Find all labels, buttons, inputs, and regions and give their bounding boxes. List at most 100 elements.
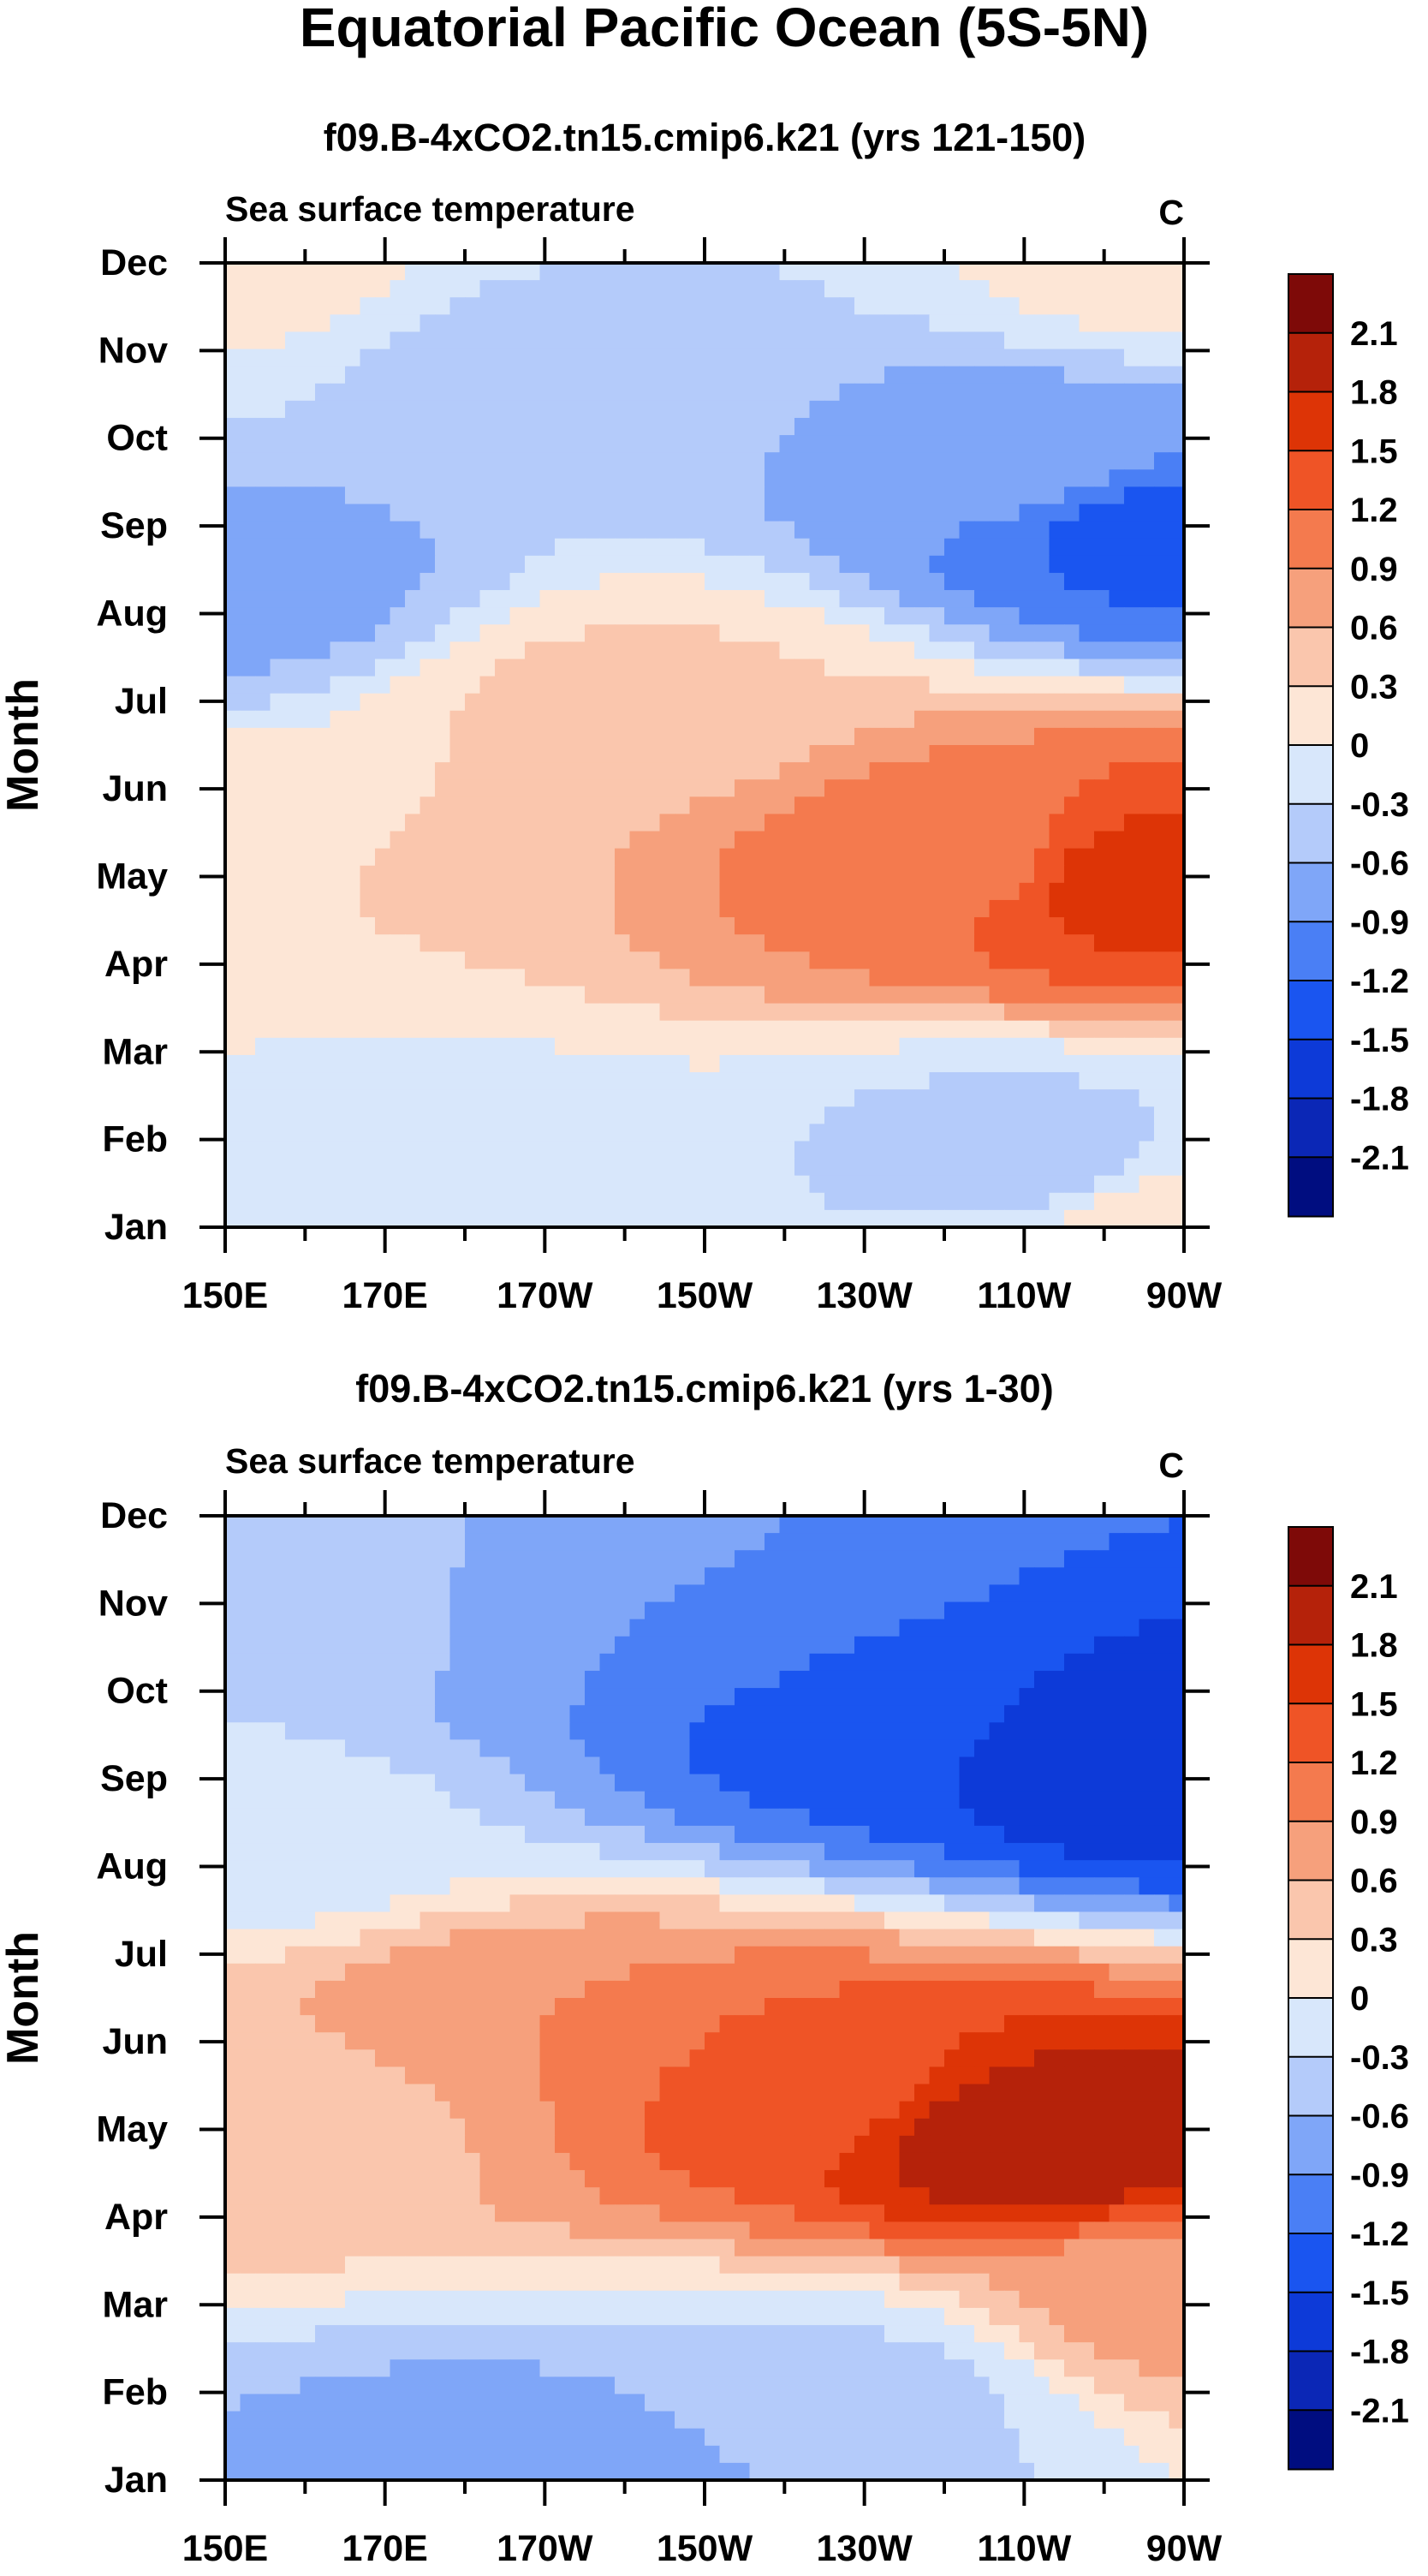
field-cell: [629, 1020, 646, 1039]
field-cell: [555, 624, 571, 642]
field-cell: [405, 969, 421, 987]
field-cell: [765, 1584, 781, 1603]
field-cell: [839, 1739, 855, 1758]
colorbar-label: -1.8: [1350, 1081, 1409, 1118]
colorbar-label: 0.6: [1350, 610, 1398, 647]
field-cell: [285, 1774, 301, 1792]
field-cell: [345, 1843, 361, 1861]
field-cell: [525, 659, 541, 677]
field-cell: [525, 1688, 541, 1706]
field-cell: [405, 917, 421, 935]
field-cell: [749, 1209, 765, 1227]
field-cell: [555, 1020, 571, 1039]
field-cell: [585, 1619, 601, 1637]
field-cell: [240, 590, 256, 608]
field-cell: [615, 951, 631, 969]
field-cell: [689, 263, 705, 281]
field-cell: [615, 1054, 631, 1073]
field-cell: [735, 1636, 751, 1655]
field-cell: [959, 521, 975, 540]
field-cell: [959, 1756, 975, 1775]
field-cell: [285, 349, 301, 367]
field-cell: [525, 641, 541, 660]
field-cell: [914, 796, 931, 815]
field-cell: [435, 297, 451, 315]
field-cell: [659, 1003, 675, 1022]
field-cell: [300, 331, 316, 350]
field-cell: [495, 1688, 511, 1706]
field-cell: [555, 1072, 571, 1090]
field-cell: [675, 263, 691, 281]
field-cell: [330, 1688, 346, 1706]
field-cell: [300, 934, 316, 952]
field-cell: [615, 659, 631, 677]
field-cell: [794, 917, 811, 935]
field-cell: [555, 435, 571, 453]
field-cell: [315, 779, 331, 797]
field-cell: [794, 297, 811, 315]
field-cell: [929, 400, 945, 419]
field-cell: [854, 831, 871, 850]
field-cell: [360, 1670, 376, 1689]
field-cell: [1004, 762, 1020, 780]
field-cell: [1139, 452, 1155, 470]
field-cell: [719, 1567, 735, 1586]
field-cell: [270, 1774, 286, 1792]
field-cell: [390, 1106, 406, 1124]
field-cell: [465, 796, 481, 815]
field-cell: [929, 899, 945, 918]
field-cell: [794, 779, 811, 797]
field-cell: [315, 1774, 331, 1792]
colorbar-label: 0.9: [1350, 551, 1398, 588]
field-cell: [959, 1722, 975, 1740]
field-cell: [330, 383, 346, 402]
field-cell: [645, 452, 661, 470]
field-cell: [615, 400, 631, 419]
field-cell: [465, 762, 481, 780]
field-cell: [255, 297, 271, 315]
field-cell: [585, 1825, 601, 1844]
field-cell: [989, 1722, 1005, 1740]
field-cell: [1124, 693, 1140, 712]
field-cell: [645, 366, 661, 385]
field-cell: [449, 435, 466, 453]
field-cell: [705, 1808, 721, 1827]
field-cell: [300, 297, 316, 315]
field-cell: [1034, 934, 1050, 952]
field-cell: [1109, 1037, 1125, 1056]
field-cell: [705, 280, 721, 298]
field-cell: [719, 934, 735, 952]
field-cell: [659, 435, 675, 453]
field-cell: [525, 986, 541, 1005]
field-cell: [360, 1020, 376, 1039]
field-cell: [375, 1653, 391, 1672]
field-cell: [360, 779, 376, 797]
field-cell: [1094, 865, 1110, 884]
field-cell: [629, 1705, 646, 1723]
colorbar-box: [1288, 921, 1334, 982]
field-cell: [1064, 1020, 1080, 1039]
field-cell: [645, 1601, 661, 1620]
field-cell: [1049, 1843, 1065, 1861]
field-cell: [1034, 676, 1050, 695]
field-cell: [240, 417, 256, 436]
field-cell: [944, 1037, 961, 1056]
field-cell: [944, 1722, 961, 1740]
field-cell: [929, 1037, 945, 1056]
field-cell: [495, 882, 511, 901]
field-cell: [599, 934, 616, 952]
field-cell: [1124, 1516, 1140, 1534]
field-cell: [479, 1550, 496, 1568]
field-cell: [375, 435, 391, 453]
field-cell: [1169, 1808, 1184, 1827]
field-cell: [525, 1584, 541, 1603]
field-cell: [495, 1072, 511, 1090]
field-cell: [809, 1175, 825, 1194]
field-cell: [1109, 504, 1125, 522]
field-cell: [629, 504, 646, 522]
field-cell: [1154, 1124, 1170, 1142]
field-cell: [735, 1037, 751, 1056]
field-cell: [330, 1653, 346, 1672]
field-cell: [315, 538, 331, 557]
field-cell: [675, 590, 691, 608]
